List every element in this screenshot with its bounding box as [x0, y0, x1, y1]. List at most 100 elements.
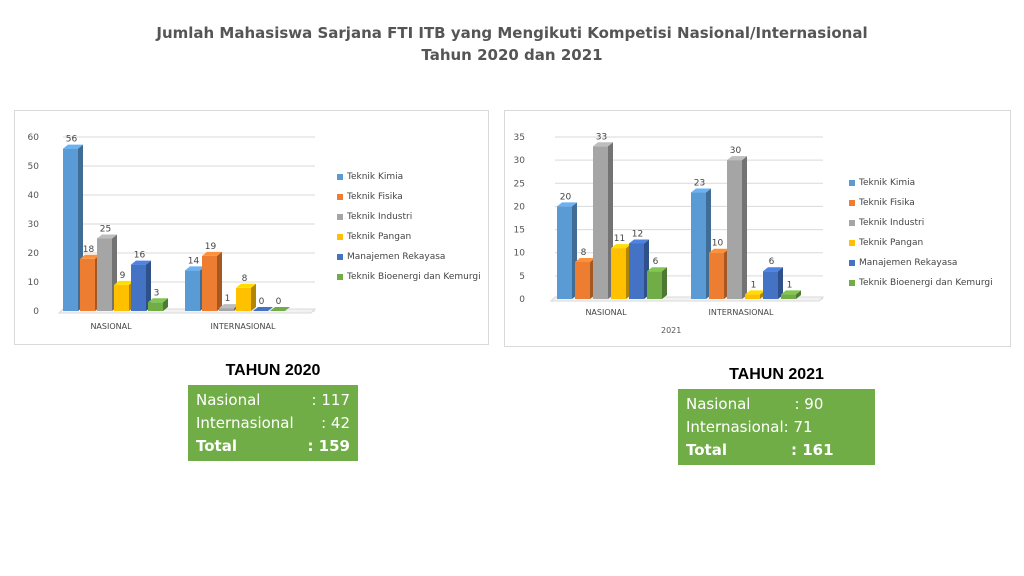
- chart-2020-category-label: NASIONAL: [90, 322, 132, 331]
- chart-2021-ytick-label: 5: [519, 272, 525, 282]
- chart-2021-xlabel: 2021: [661, 326, 682, 335]
- chart-2021-ytick-label: 0: [519, 295, 525, 305]
- chart-2021-data-label: 20: [560, 192, 572, 202]
- chart-2021-legend-item: Manajemen Rekayasa: [849, 253, 993, 273]
- chart-2021-bar: [575, 257, 595, 299]
- chart-2020-bar: [202, 251, 222, 311]
- chart-2021-ytick-label: 25: [514, 179, 525, 189]
- chart-2021-bar: [611, 244, 631, 299]
- chart-2021-category-label: NASIONAL: [585, 308, 627, 317]
- summary-2020-internasional-row: Internasional : 42: [196, 411, 350, 434]
- chart-2020-category-label: INTERNASIONAL: [211, 322, 276, 331]
- summary-2021-nasional-row: Nasional : 90: [686, 392, 867, 415]
- chart-2021-data-label: 33: [596, 132, 607, 142]
- chart-2020-data-label: 0: [259, 297, 265, 307]
- chart-2020-legend-item: Teknik Kimia: [337, 167, 481, 187]
- chart-2021-bar: [709, 248, 729, 299]
- chart-2020-bar: [270, 307, 290, 311]
- chart-2021-legend-item: Teknik Kimia: [849, 173, 993, 193]
- chart-2020-legend-swatch: [337, 194, 343, 200]
- chart-2021-bar: [557, 202, 577, 299]
- chart-2020-legend-label: Teknik Bioenergi dan Kemurgi: [347, 272, 481, 282]
- chart-2021-legend-swatch: [849, 220, 855, 226]
- chart-2021-bar: [781, 290, 801, 299]
- chart-2021-legend-label: Teknik Pangan: [859, 238, 924, 248]
- chart-2021-bar: [593, 142, 613, 299]
- summary-2021-internasional-value: : 71: [783, 417, 813, 436]
- chart-2021-ytick-label: 30: [514, 156, 526, 166]
- chart-2020-legend: Teknik Kimia Teknik Fisika Teknik Industri…: [337, 167, 481, 287]
- chart-2021-legend-label: Teknik Kimia: [859, 178, 916, 188]
- chart-2021-data-label: 8: [581, 248, 587, 258]
- title-line-2: Tahun 2020 dan 2021: [421, 46, 603, 64]
- chart-2020-legend-swatch: [337, 234, 343, 240]
- summary-2021-nasional-value: : 90: [794, 394, 824, 413]
- chart-2020-data-label: 25: [100, 225, 111, 235]
- chart-2021-data-label: 6: [769, 257, 775, 267]
- chart-2021-data-label: 11: [614, 234, 625, 244]
- chart-2020-legend-item: Teknik Fisika: [337, 187, 481, 207]
- chart-2021-ytick-label: 10: [514, 249, 526, 259]
- chart-2020-bar: [63, 144, 83, 311]
- chart-2020-bar: [148, 298, 168, 311]
- summary-2020-heading: TAHUN 2020: [225, 362, 321, 379]
- chart-2020-data-label: 19: [205, 242, 217, 252]
- chart-2021-bar: [727, 156, 747, 299]
- chart-2021-legend-label: Teknik Bioenergi dan Kemurgi: [859, 278, 993, 288]
- chart-2020-ytick-label: 40: [28, 191, 40, 201]
- chart-2021-legend-swatch: [849, 280, 855, 286]
- summary-2020-box: Nasional : 117 Internasional : 42 Total …: [188, 385, 358, 461]
- chart-2021-data-label: 23: [694, 179, 705, 189]
- chart-2021-legend-swatch: [849, 180, 855, 186]
- chart-2020-data-label: 0: [276, 297, 282, 307]
- chart-2021: 0 5 10 15 20 25 30 35 NASIONAL INTERNASIONAL 20 23 8…: [514, 132, 825, 317]
- chart-2020-legend-label: Teknik Fisika: [347, 192, 403, 202]
- summary-2021-total-row: Total : 161: [686, 438, 867, 461]
- chart-2020-legend-label: Manajemen Rekayasa: [347, 252, 446, 262]
- summary-2020-nasional-row: Nasional : 117: [196, 388, 350, 411]
- chart-2021-data-label: 10: [712, 239, 724, 249]
- chart-2021-data-label: 30: [730, 146, 742, 156]
- chart-2020-ytick-label: 0: [33, 307, 39, 317]
- chart-2020-legend-item: Manajemen Rekayasa: [337, 247, 481, 267]
- summary-2021-total-value: : 161: [790, 440, 834, 459]
- summary-2021-total-label: Total: [686, 440, 727, 459]
- chart-2020-data-label: 8: [242, 274, 248, 284]
- summary-2020-internasional-value: : 42: [321, 413, 350, 432]
- chart-2020-panel: 0 10 20 30 40 50 60 NASIONAL INTERNASIONAL 56 14 18…: [14, 110, 489, 345]
- chart-2021-legend-item: Teknik Industri: [849, 213, 993, 233]
- chart-2020-data-label: 14: [188, 256, 200, 266]
- chart-2021-legend-item: Teknik Bioenergi dan Kemurgi: [849, 273, 993, 293]
- chart-2020-bar: [131, 260, 151, 311]
- chart-2020-ytick-label: 30: [28, 220, 40, 230]
- chart-2021-legend-label: Teknik Industri: [859, 218, 925, 228]
- chart-2021-bar: [647, 267, 667, 299]
- chart-2020-data-label: 1: [225, 294, 231, 304]
- chart-2021-legend-swatch: [849, 260, 855, 266]
- chart-2021-ytick-label: 15: [514, 226, 525, 236]
- summary-2020-total-value: : 159: [307, 436, 350, 455]
- chart-2021-legend: Teknik Kimia Teknik Fisika Teknik Industri…: [849, 173, 993, 293]
- chart-2020-legend-label: Teknik Industri: [347, 212, 413, 222]
- chart-2021-bar: [629, 239, 649, 299]
- summary-2021-heading: TAHUN 2021: [729, 366, 824, 383]
- chart-2020-data-label: 18: [83, 245, 95, 255]
- summary-2020-internasional-label: Internasional: [196, 413, 294, 432]
- summary-2020-nasional-value: : 117: [311, 390, 350, 409]
- chart-2021-data-label: 1: [787, 280, 793, 290]
- chart-2021-legend-label: Teknik Fisika: [859, 198, 915, 208]
- summary-2021-internasional-label: Internasional: [686, 417, 784, 436]
- chart-2020-ytick-label: 60: [28, 133, 40, 143]
- chart-2021-legend-label: Manajemen Rekayasa: [859, 258, 958, 268]
- chart-2020-legend-item: Teknik Bioenergi dan Kemurgi: [337, 267, 481, 287]
- summary-2021-internasional-row: Internasional : 71: [686, 415, 867, 438]
- summary-2020-total-row: Total : 159: [196, 434, 350, 457]
- chart-2020-legend-swatch: [337, 174, 343, 180]
- chart-2020-ytick-label: 50: [28, 162, 40, 172]
- chart-2020-legend-label: Teknik Pangan: [347, 232, 412, 242]
- chart-2020-bar: [253, 307, 273, 311]
- chart-2021-ytick-label: 35: [514, 133, 525, 143]
- summary-2020-total-label: Total: [196, 436, 237, 455]
- chart-2020-data-label: 9: [120, 271, 126, 281]
